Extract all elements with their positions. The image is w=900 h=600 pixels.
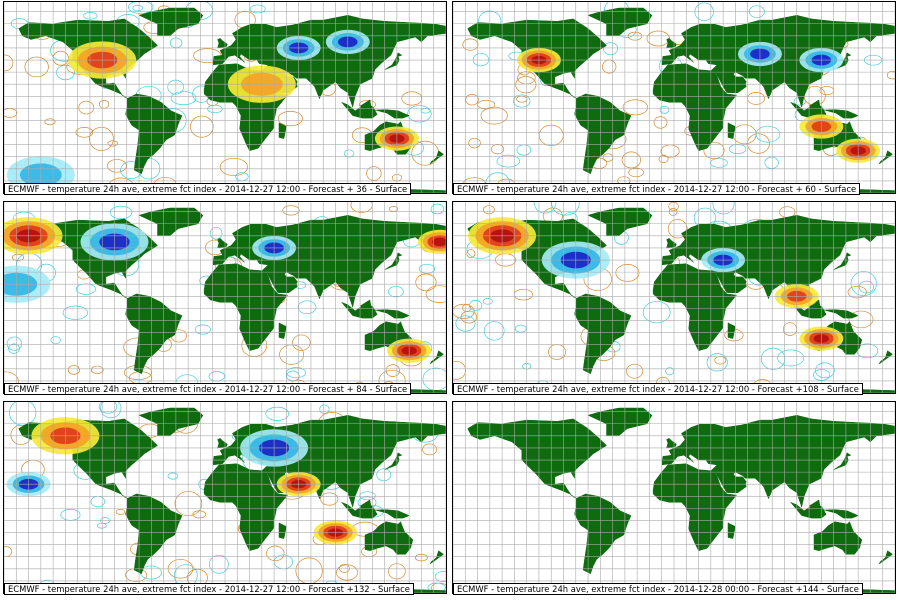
lat-lon-grid: [4, 402, 446, 593]
panel-caption: ECMWF - temperature 24h ave, extreme fct…: [4, 583, 414, 595]
map-frame: [452, 1, 896, 194]
continent-new-zealand: [878, 150, 893, 165]
continent-arabia: [716, 70, 747, 93]
panel-caption: ECMWF - temperature 24h ave, extreme fct…: [453, 383, 863, 395]
continent-greenland: [138, 407, 204, 437]
forecast-panel-132h: ECMWF - temperature 24h ave, extreme fct…: [2, 400, 449, 596]
lat-lon-grid: [453, 402, 895, 593]
world-map-efi: [453, 202, 895, 393]
continent-japan: [384, 452, 403, 470]
continent-new-zealand: [429, 150, 444, 165]
forecast-panel-36h: ECMWF - temperature 24h ave, extreme fct…: [2, 0, 449, 196]
world-map-efi: [453, 2, 895, 193]
panel-caption: ECMWF - temperature 24h ave, extreme fct…: [4, 383, 412, 395]
world-map-efi: [4, 202, 446, 393]
continent-arabia: [716, 470, 747, 493]
continent-new-zealand: [429, 350, 444, 365]
map-frame: [3, 1, 447, 194]
continent-new-zealand: [878, 350, 893, 365]
anomaly-warm-band: [432, 237, 446, 247]
continent-arabia: [267, 270, 298, 293]
continent-greenland: [138, 7, 204, 37]
continent-new-zealand: [878, 550, 893, 565]
world-map-efi: [4, 2, 446, 193]
continent-greenland: [138, 207, 204, 237]
continent-eurasia: [661, 415, 895, 509]
continent-new-zealand: [429, 550, 444, 565]
forecast-panel-108h: ECMWF - temperature 24h ave, extreme fct…: [451, 200, 898, 396]
continent-japan: [833, 452, 852, 470]
panel-caption: ECMWF - temperature 24h ave, extreme fct…: [453, 583, 863, 595]
continent-eurasia: [661, 15, 895, 109]
land-masses: [453, 407, 895, 593]
panel-caption: ECMWF - temperature 24h ave, extreme fct…: [453, 183, 861, 195]
continent-japan: [833, 252, 852, 270]
lat-lon-grid: [4, 2, 446, 193]
panel-caption: ECMWF - temperature 24h ave, extreme fct…: [4, 183, 412, 195]
world-map-efi: [453, 402, 895, 593]
lat-lon-grid: [453, 2, 895, 193]
forecast-panel-84h: ECMWF - temperature 24h ave, extreme fct…: [2, 200, 449, 396]
map-frame: [3, 401, 447, 594]
continent-greenland: [587, 407, 653, 437]
continent-arabia: [716, 270, 747, 293]
map-frame: [3, 201, 447, 394]
lat-lon-grid: [4, 202, 446, 393]
forecast-panel-60h: ECMWF - temperature 24h ave, extreme fct…: [451, 0, 898, 196]
lat-lon-grid: [453, 202, 895, 393]
world-map-efi: [4, 402, 446, 593]
map-frame: [452, 201, 896, 394]
map-frame: [452, 401, 896, 594]
forecast-panel-144h: ECMWF - temperature 24h ave, extreme fct…: [451, 400, 898, 596]
continent-japan: [384, 252, 403, 270]
continent-greenland: [587, 7, 653, 37]
continent-japan: [384, 52, 403, 70]
continent-greenland: [587, 207, 653, 237]
